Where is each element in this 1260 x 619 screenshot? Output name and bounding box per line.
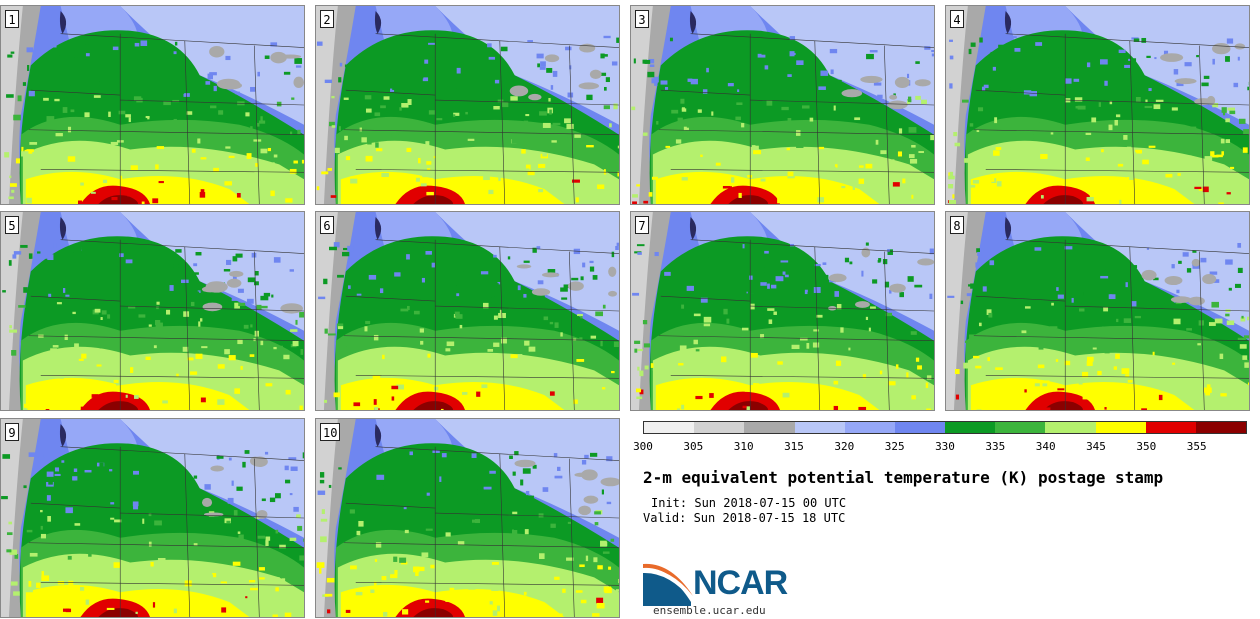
stamp-panel-5: 5 <box>0 211 305 411</box>
plot-title: 2-m equivalent potential temperature (K)… <box>643 468 1164 487</box>
stamp-label: 10 <box>320 423 341 441</box>
map-field <box>946 212 1249 410</box>
stamp-label: 4 <box>950 10 964 28</box>
colorbar-segment <box>744 422 795 433</box>
website-text: ensemble.ucar.edu <box>653 604 766 617</box>
stamp-panel-1: 1 <box>0 5 305 205</box>
stamp-panel-3: 3 <box>630 5 935 205</box>
stamp-label: 7 <box>635 216 649 234</box>
colorbar-tick: 325 <box>884 440 905 453</box>
map-field <box>1 419 304 617</box>
colorbar-segment <box>644 422 695 433</box>
stamp-panel-9: 9 <box>0 418 305 618</box>
colorbar-segment <box>1095 422 1146 433</box>
stamp-label: 2 <box>320 10 334 28</box>
ncar-swoosh-icon <box>643 563 693 606</box>
stamp-label: 8 <box>950 216 964 234</box>
colorbar-tick: 345 <box>1086 440 1106 453</box>
colorbar-tick: 330 <box>935 440 955 453</box>
map-field <box>1 212 304 410</box>
map-field <box>316 212 619 410</box>
stamp-panel-8: 8 <box>945 211 1250 411</box>
colorbar-segment <box>945 422 996 433</box>
valid-time: Valid: Sun 2018-07-15 18 UTC <box>643 511 846 525</box>
map-field <box>631 212 934 410</box>
colorbar-segment <box>844 422 895 433</box>
stamp-label: 9 <box>5 423 19 441</box>
init-time: Init: Sun 2018-07-15 00 UTC <box>651 496 847 510</box>
colorbar <box>643 421 1247 434</box>
colorbar-segment <box>1195 422 1247 433</box>
colorbar-tick: 350 <box>1136 440 1157 453</box>
colorbar-tick: 355 <box>1186 440 1207 453</box>
colorbar-tick: 320 <box>834 440 855 453</box>
map-field <box>631 6 934 204</box>
colorbar-segment <box>894 422 946 433</box>
stamp-label: 5 <box>5 216 19 234</box>
stamp-label: 6 <box>320 216 334 234</box>
colorbar-tick: 340 <box>1035 440 1056 453</box>
stamp-panel-4: 4 <box>945 5 1250 205</box>
colorbar-tick: 305 <box>683 440 704 453</box>
colorbar-tick: 335 <box>985 440 1006 453</box>
ncar-logo: NCAR <box>643 562 793 606</box>
stamp-label: 3 <box>635 10 649 28</box>
stamp-panel-7: 7 <box>630 211 935 411</box>
stamp-panel-10: 10 <box>315 418 620 618</box>
colorbar-tick: 310 <box>733 440 754 453</box>
stamp-panel-6: 6 <box>315 211 620 411</box>
colorbar-segment <box>1145 422 1196 433</box>
map-field <box>316 419 619 617</box>
colorbar-segment <box>1045 422 1096 433</box>
map-field <box>946 6 1249 204</box>
map-field <box>316 6 619 204</box>
ncar-logo-text: NCAR <box>693 564 788 602</box>
colorbar-tick-labels: 300 305 310 315 320 325 330 335 340 345 … <box>633 440 1247 454</box>
colorbar-segment <box>794 422 845 433</box>
stamp-panel-2: 2 <box>315 5 620 205</box>
colorbar-segment <box>995 422 1046 433</box>
map-field <box>1 6 304 204</box>
colorbar-segment <box>694 422 745 433</box>
colorbar-tick: 315 <box>784 440 804 453</box>
colorbar-tick: 300 <box>633 440 653 453</box>
stamp-label: 1 <box>5 10 19 28</box>
